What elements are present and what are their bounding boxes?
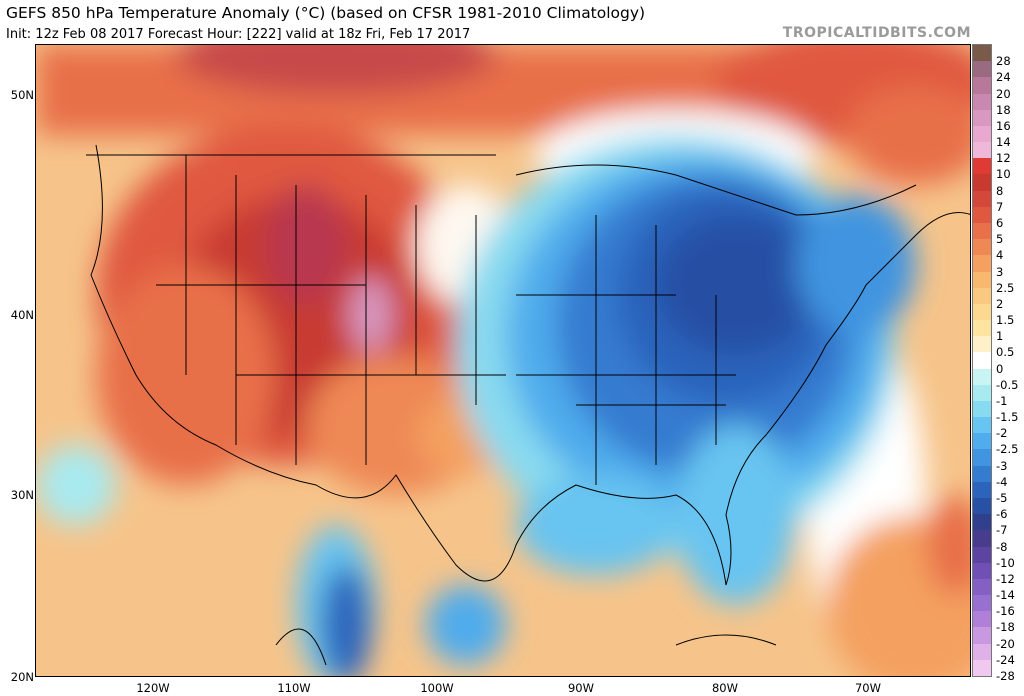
colorbar-cell bbox=[973, 239, 991, 256]
colorbar-cell bbox=[973, 611, 991, 628]
colorbar-cell bbox=[973, 562, 991, 580]
colorbar-cell bbox=[973, 320, 991, 337]
colorbar-label: 1.5 bbox=[996, 313, 1015, 328]
colorbar-cell bbox=[973, 595, 991, 612]
colorbar-cell bbox=[973, 271, 991, 289]
colorbar-cell bbox=[973, 222, 991, 240]
colorbar-label: 3 bbox=[996, 264, 1004, 279]
colorbar-cell bbox=[973, 498, 991, 515]
colorbar-cell bbox=[973, 400, 991, 418]
map-subtitle: Init: 12z Feb 08 2017 Forecast Hour: [22… bbox=[6, 27, 471, 42]
colorbar-label: 24 bbox=[996, 70, 1011, 85]
colorbar-cell bbox=[973, 142, 991, 159]
colorbar-label: -20 bbox=[996, 636, 1015, 651]
colorbar-cell bbox=[973, 465, 991, 483]
colorbar-cell bbox=[973, 77, 991, 95]
colorbar-cell bbox=[973, 255, 991, 272]
colorbar-label: -5 bbox=[996, 491, 1008, 506]
colorbar-label: -6 bbox=[996, 507, 1008, 522]
lon-label-70w: 70W bbox=[854, 681, 881, 695]
colorbar-cell bbox=[973, 352, 991, 370]
colorbar-cell bbox=[973, 546, 991, 564]
colorbar-label: 4 bbox=[996, 248, 1004, 263]
lat-label-20n: 20N bbox=[10, 670, 34, 684]
lon-label-110w: 110W bbox=[277, 681, 311, 695]
brand-watermark[interactable]: TROPICALTIDBITS.COM bbox=[782, 25, 971, 41]
lat-label-40n: 40N bbox=[10, 308, 34, 322]
colorbar-label: -2.5 bbox=[996, 442, 1019, 457]
colorbar-label: -12 bbox=[996, 571, 1015, 586]
colorbar-cell bbox=[973, 481, 991, 499]
colorbar-label: -0.5 bbox=[996, 377, 1019, 392]
colorbar-label: 2.5 bbox=[996, 280, 1015, 295]
colorbar-cell bbox=[973, 578, 991, 596]
lon-label-80w: 80W bbox=[711, 681, 738, 695]
colorbar-label: 0.5 bbox=[996, 345, 1015, 360]
colorbar-label: 28 bbox=[996, 54, 1011, 69]
lat-label-30n: 30N bbox=[10, 488, 34, 502]
colorbar-cell bbox=[973, 659, 991, 677]
colorbar-cell bbox=[973, 190, 991, 208]
colorbar-cell bbox=[973, 643, 991, 661]
colorbar-label: -18 bbox=[996, 620, 1015, 635]
colorbar-label: -24 bbox=[996, 652, 1015, 667]
coastline-overlay bbox=[86, 144, 970, 666]
colorbar-label: 1 bbox=[996, 329, 1004, 344]
colorbar-cell bbox=[973, 206, 991, 224]
colorbar-label: -2 bbox=[996, 426, 1008, 441]
colorbar-cell bbox=[973, 384, 991, 402]
colorbar-label: 20 bbox=[996, 86, 1011, 101]
colorbar-label: -7 bbox=[996, 523, 1008, 538]
colorbar-cell bbox=[973, 336, 991, 353]
lat-label-50n: 50N bbox=[10, 88, 34, 102]
colorbar-label: 5 bbox=[996, 232, 1004, 247]
colorbar-cell bbox=[973, 125, 991, 143]
colorbar-label: 12 bbox=[996, 151, 1011, 166]
colorbar-label: 7 bbox=[996, 199, 1004, 214]
colorbar-cell bbox=[973, 109, 991, 127]
colorbar-label: 6 bbox=[996, 215, 1004, 230]
colorbar-cell bbox=[973, 287, 991, 305]
colorbar-label: 16 bbox=[996, 118, 1011, 133]
colorbar-label: -14 bbox=[996, 588, 1015, 603]
colorbar-cell bbox=[973, 303, 991, 321]
map-title: GEFS 850 hPa Temperature Anomaly (°C) (b… bbox=[6, 4, 646, 22]
colorbar-label: -16 bbox=[996, 604, 1015, 619]
colorbar-label: -1 bbox=[996, 393, 1008, 408]
colorbar-label: -8 bbox=[996, 539, 1008, 554]
lon-label-100w: 100W bbox=[420, 681, 454, 695]
colorbar-cell bbox=[973, 449, 991, 467]
colorbar-cell bbox=[973, 417, 991, 434]
colorbar-cell bbox=[973, 158, 991, 175]
colorbar-label: -1.5 bbox=[996, 410, 1019, 425]
colorbar-label: -10 bbox=[996, 555, 1015, 570]
colorbar-label: 18 bbox=[996, 102, 1011, 117]
colorbar-cell bbox=[973, 514, 991, 531]
colorbar-label: -3 bbox=[996, 458, 1008, 473]
temperature-anomaly-map bbox=[35, 44, 971, 677]
colorbar-cell bbox=[973, 530, 991, 548]
colorbar-cell bbox=[973, 61, 991, 78]
colorbar-cell bbox=[973, 45, 991, 62]
colorbar bbox=[972, 44, 992, 677]
colorbar-label: 0 bbox=[996, 361, 1004, 376]
lon-label-120w: 120W bbox=[136, 681, 170, 695]
colorbar-label: -28 bbox=[996, 669, 1015, 683]
colorbar-cell bbox=[973, 433, 991, 450]
colorbar-cell bbox=[973, 93, 991, 111]
colorbar-label: -4 bbox=[996, 474, 1008, 489]
colorbar-cell bbox=[973, 174, 991, 192]
colorbar-label: 10 bbox=[996, 167, 1011, 182]
colorbar-cell bbox=[973, 368, 991, 386]
colorbar-label: 14 bbox=[996, 135, 1011, 150]
colorbar-cell bbox=[973, 627, 991, 645]
colorbar-label: 8 bbox=[996, 183, 1004, 198]
colorbar-label: 2 bbox=[996, 296, 1004, 311]
lon-label-90w: 90W bbox=[567, 681, 594, 695]
